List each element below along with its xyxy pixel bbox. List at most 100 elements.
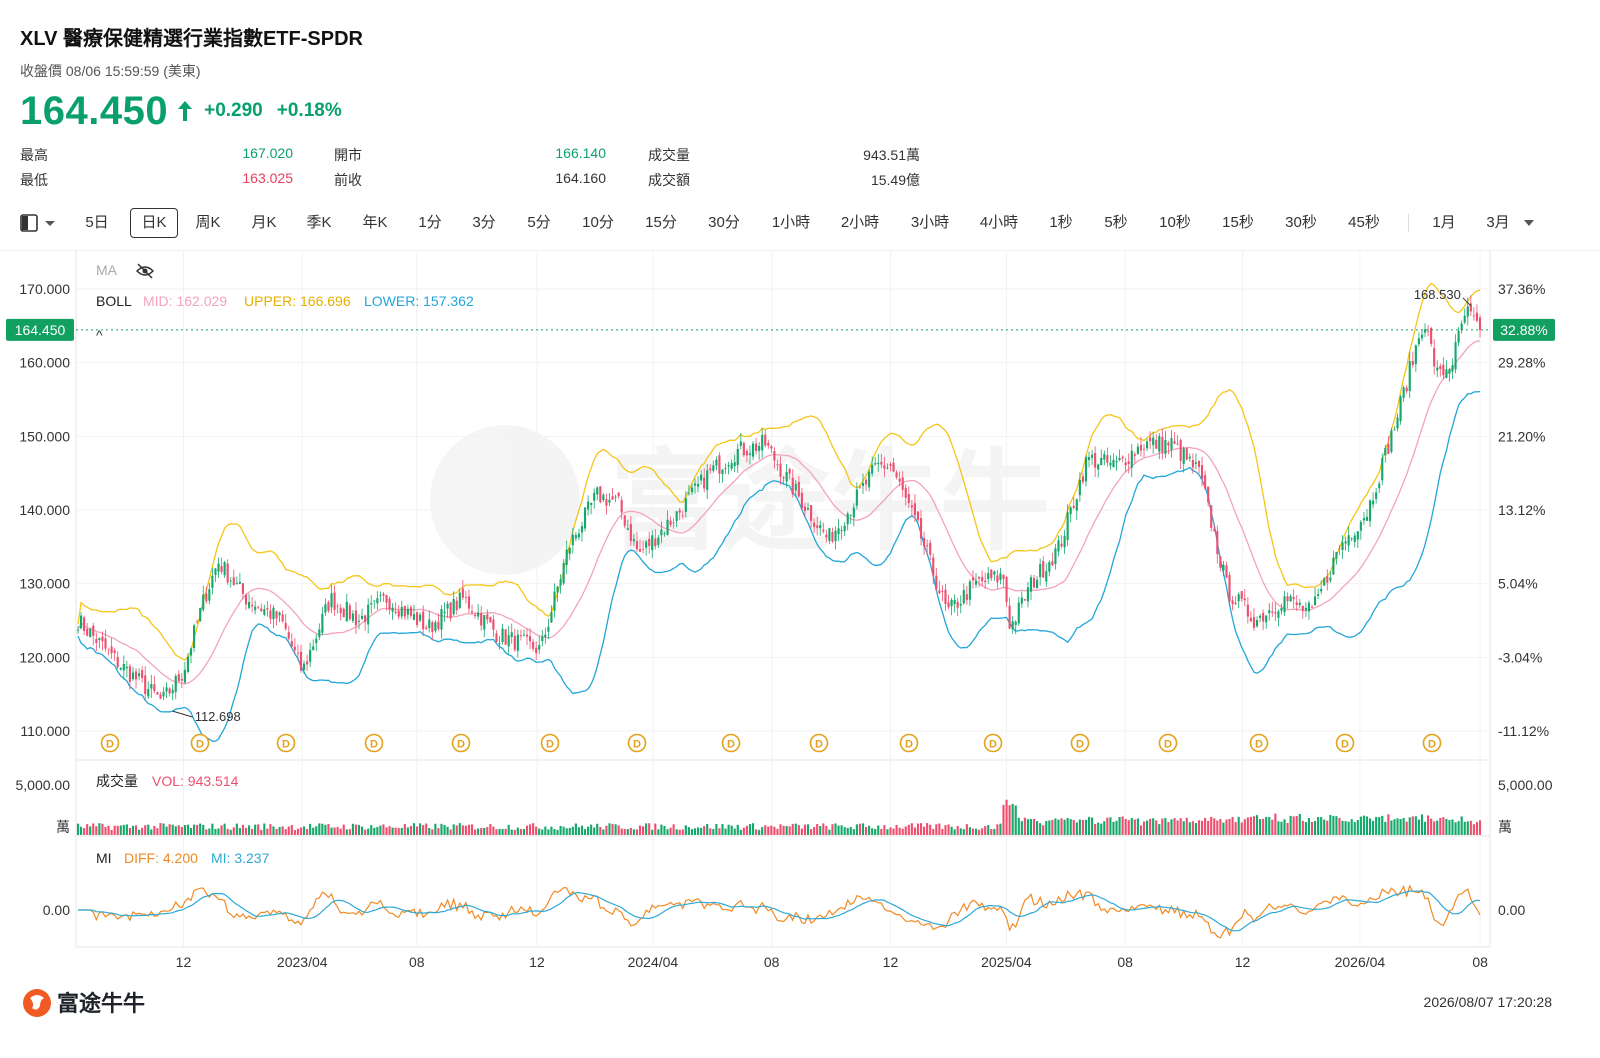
period-tab[interactable]: 15分 — [645, 214, 677, 231]
volume-bar — [779, 824, 782, 835]
volume-bar — [696, 827, 700, 835]
volume-bar — [159, 823, 162, 835]
last-price: 164.450 — [20, 88, 169, 133]
candle-body — [174, 675, 177, 693]
volume-bar — [412, 823, 416, 835]
volume-bar — [1078, 819, 1081, 835]
volume-bar — [1326, 820, 1329, 835]
period-tab[interactable]: 年K — [362, 214, 388, 231]
volume-bar — [1292, 816, 1295, 835]
volume-bar — [803, 824, 807, 835]
candle-body — [849, 515, 852, 516]
candle-body — [1136, 446, 1139, 454]
layout-panel-icon[interactable] — [20, 214, 56, 232]
candle-body — [1200, 464, 1204, 480]
candle-body — [119, 667, 122, 670]
volume-axis-max-left: 5,000.00 — [16, 777, 71, 793]
period-tab[interactable]: 5秒 — [1104, 214, 1128, 231]
candle-body — [999, 573, 1002, 581]
volume-bar — [461, 825, 464, 835]
candle-body — [477, 612, 480, 617]
volume-bar — [684, 825, 687, 835]
period-tab[interactable]: 15秒 — [1222, 214, 1254, 231]
period-tab[interactable]: 45秒 — [1348, 214, 1380, 231]
candle-body — [1436, 367, 1439, 371]
period-tab[interactable]: 月K — [251, 214, 277, 231]
period-tab[interactable]: 1小時 — [771, 214, 811, 231]
period-tab[interactable]: 周K — [195, 214, 221, 231]
period-tab[interactable]: 日K — [130, 208, 178, 238]
volume-bar — [162, 823, 165, 835]
volume-bar — [504, 828, 507, 835]
volume-bar — [840, 825, 843, 835]
candle-body — [1411, 361, 1414, 366]
high-annotation: 168.530 — [1414, 287, 1461, 302]
mi-axis-right: 0.00 — [1498, 902, 1525, 918]
volume-bar — [916, 823, 920, 835]
period-tab[interactable]: 季K — [306, 214, 332, 231]
dividend-marker-icon — [1422, 733, 1442, 753]
candle-body — [971, 577, 975, 581]
chevron-down-icon[interactable] — [1522, 218, 1536, 228]
volume-bar — [577, 827, 580, 835]
volume-bar — [770, 825, 773, 835]
period-tab[interactable]: 30分 — [708, 214, 740, 231]
volume-bar — [1463, 821, 1466, 835]
stock-chart[interactable]: 富途牛牛 12 2023/04 08 12 2024/04 08 12 2025/04 08 12 2… — [0, 250, 1600, 980]
period-tab[interactable]: 3小時 — [910, 214, 950, 231]
period-tab[interactable]: 30秒 — [1285, 214, 1317, 231]
volume-bar — [632, 829, 635, 835]
candle-body — [199, 608, 202, 622]
candle-body — [599, 486, 602, 503]
volume-bar — [370, 825, 373, 835]
period-tab[interactable]: 10分 — [582, 214, 614, 231]
candle-body — [449, 602, 452, 619]
period-tab[interactable]: 10秒 — [1159, 214, 1191, 231]
volume-bar — [1054, 818, 1057, 835]
period-tab[interactable]: 1秒 — [1049, 214, 1073, 231]
volume-bar — [553, 828, 556, 835]
candle-body — [379, 595, 382, 597]
percent-tick-label: -3.04% — [1498, 649, 1542, 665]
volume-bar — [446, 826, 449, 835]
period-tab[interactable]: 5日 — [85, 214, 109, 231]
volume-bar — [1152, 818, 1155, 835]
eye-hidden-icon[interactable] — [135, 263, 155, 279]
volume-bar — [107, 825, 110, 835]
candle-body — [1054, 548, 1057, 565]
period-tab[interactable]: 3分 — [472, 214, 496, 231]
period-tab[interactable]: 4小時 — [979, 214, 1019, 231]
range-tab[interactable]: 3月 — [1486, 214, 1510, 231]
candle-body — [1323, 577, 1326, 586]
volume-label: 成交量 — [648, 147, 690, 163]
range-tab[interactable]: 1月 — [1432, 214, 1456, 231]
volume-bar — [690, 829, 694, 835]
volume-bar — [596, 823, 599, 835]
high-annotation-leader — [1462, 297, 1472, 307]
volume-bar — [1411, 816, 1414, 835]
period-tab[interactable]: 1分 — [418, 214, 442, 231]
high-value: 167.020 — [242, 145, 293, 161]
candle-body — [617, 492, 620, 497]
volume-bar — [574, 823, 577, 835]
candle-body — [1286, 596, 1289, 602]
candle-body — [1170, 438, 1173, 450]
candle-body — [193, 625, 196, 648]
volume-bar — [293, 829, 296, 835]
period-tab[interactable]: 2小時 — [840, 214, 880, 231]
period-tab[interactable]: 5分 — [527, 214, 551, 231]
candle-body — [886, 467, 889, 469]
volume-bar — [1188, 822, 1191, 835]
candle-body — [1262, 612, 1265, 622]
candle-body — [1023, 599, 1026, 601]
candle-body — [1011, 621, 1014, 630]
volume-bar — [489, 824, 492, 835]
dividend-marker-icon — [276, 733, 296, 753]
volume-bar — [605, 825, 608, 835]
volume-bar — [877, 825, 880, 835]
price-change: +0.290 — [204, 100, 263, 121]
candle-body — [287, 632, 290, 639]
volume-bar — [681, 829, 684, 835]
candle-body — [632, 539, 635, 542]
candle-body — [583, 507, 587, 529]
